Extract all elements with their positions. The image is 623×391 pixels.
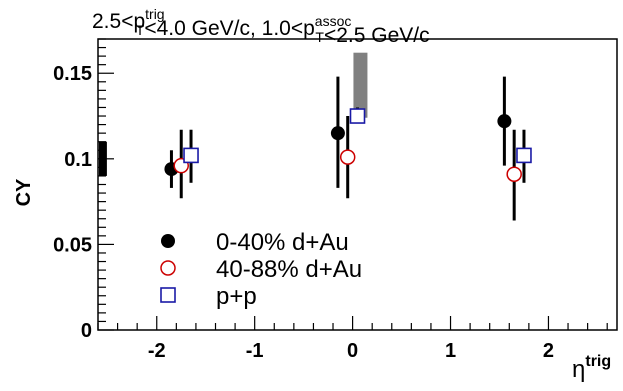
x-axis-label: ηtrig: [572, 353, 611, 383]
data-point-series-2: [516, 147, 532, 164]
x-tick-label: 1: [445, 340, 456, 362]
title-subscript: T: [136, 22, 145, 38]
title-part: <2.5 GeV/c: [324, 24, 430, 47]
legend-label: 40-88% d+Au: [216, 256, 362, 283]
x-tick-label: -1: [246, 340, 264, 362]
title-part: 2.5<p: [92, 10, 145, 33]
legend-label: p+p: [216, 283, 257, 310]
y-tick-label: 0.1: [64, 149, 92, 171]
data-point-series-1: [506, 166, 522, 182]
data-point-series-2: [183, 147, 199, 164]
chart-title: 2.5<ptrig T<4.0 GeV/c, 1.0<passoc T<2.5 Ge…: [92, 6, 430, 47]
data-point-series-1: [339, 149, 356, 165]
data-point-series-2: [349, 108, 366, 124]
title-superscript: assoc: [315, 13, 352, 29]
y-tick-label: 0.15: [53, 63, 92, 85]
systematic-band: [353, 52, 368, 118]
legend-marker: [160, 287, 176, 303]
y-tick-label: 0: [81, 320, 92, 342]
data-point-series-0: [330, 126, 345, 141]
x-axis-label-sup: trig: [585, 353, 611, 370]
x-axis-label-base: η: [572, 356, 585, 383]
x-tick-label: -2: [148, 340, 166, 362]
x-tick-label: 2: [543, 340, 554, 362]
title-part: <4.0 GeV/c, 1.0<p: [144, 17, 314, 40]
y-axis-label: CY: [13, 178, 35, 206]
legend-label: 0-40% d+Au: [216, 229, 349, 256]
legend-marker: [161, 234, 175, 248]
title-superscript: trig: [145, 6, 164, 22]
y-tick-label: 0.05: [53, 234, 92, 256]
legend-marker: [160, 260, 176, 276]
x-tick-label: 0: [347, 340, 358, 362]
title-subscript: T: [315, 29, 324, 45]
data-point-series-0: [497, 114, 512, 129]
